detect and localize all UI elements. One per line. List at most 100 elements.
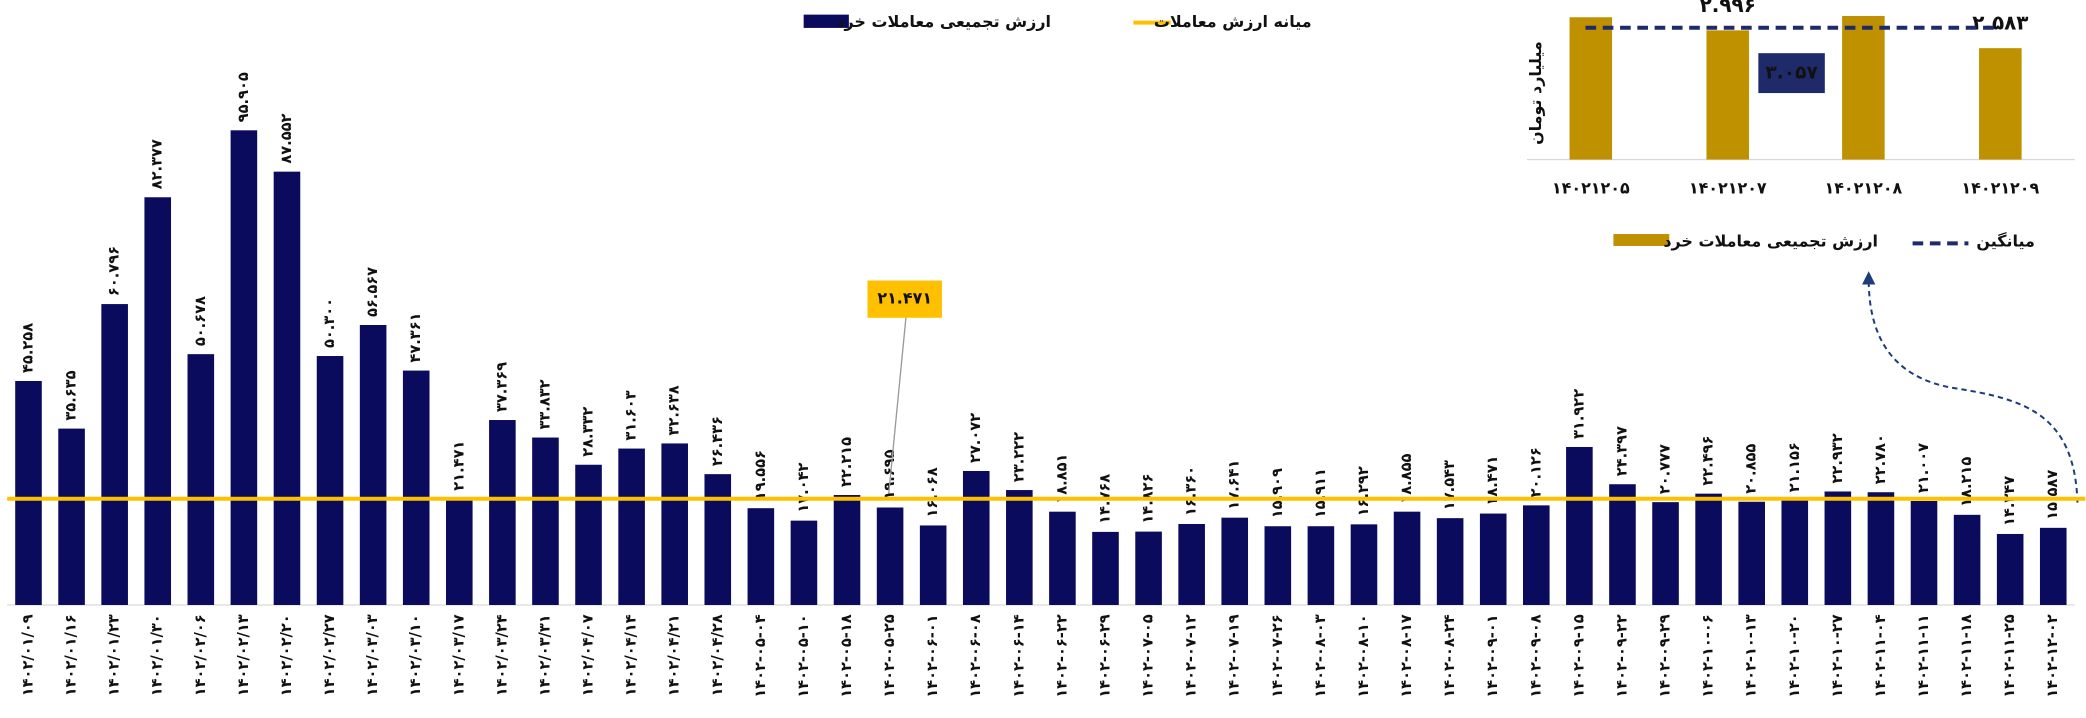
bar [489, 420, 516, 605]
value-label: ۲۰.۸۵۵ [1743, 444, 1760, 494]
value-label: ۳۲.۶۳۸ [666, 385, 683, 435]
value-label: ۱۶.۲۹۲ [1355, 466, 1372, 516]
bar [1135, 531, 1162, 605]
value-label: ۲۰.۱۲۶ [1527, 447, 1544, 497]
value-label: ۲۴.۳۹۷ [1613, 426, 1630, 476]
inset-bar [1569, 17, 1613, 160]
bar [1092, 531, 1119, 605]
bar [747, 508, 775, 605]
value-label: ۲۱.۱۵۶ [1786, 442, 1803, 492]
x-tick-label: ۱۴۰۲-۰۹-۰۱ [1484, 614, 1501, 697]
bar [1264, 526, 1292, 605]
bar [445, 498, 473, 605]
value-label: ۱۶.۳۶۰ [1183, 466, 1200, 516]
median-label: ۲۱.۴۷۱ [877, 289, 932, 308]
value-label: ۱۸.۴۷۱ [1484, 455, 1501, 505]
x-tick-label: ۱۴۰۲-۰۶-۲۹ [1096, 614, 1113, 698]
bar [1695, 493, 1722, 605]
value-label: ۳۷.۳۶۹ [493, 362, 510, 412]
bar [1436, 518, 1464, 605]
bar [1652, 502, 1679, 605]
x-tick-label: ۱۴۰۲/۰۱/۱۶ [63, 614, 80, 696]
x-tick-label: ۱۴۰۲-۰۵-۱۰ [795, 614, 812, 697]
bar [1479, 513, 1507, 605]
bar [1781, 500, 1809, 605]
value-label: ۲۱.۴۷۱ [450, 441, 467, 491]
callout-box [867, 280, 942, 318]
x-tick-label: ۱۴۰۲-۰۸-۱۰ [1355, 614, 1372, 697]
value-label: ۸۷.۵۵۲ [278, 113, 295, 163]
bar [790, 520, 818, 605]
bar [1609, 484, 1636, 605]
x-tick-label: ۱۴۰۲-۰۶-۰۸ [967, 614, 984, 698]
bar [1566, 446, 1593, 605]
value-label: ۲۲.۲۱۵ [838, 437, 855, 487]
value-label: ۱۵.۹۰۹ [1269, 468, 1286, 518]
bar [402, 370, 430, 605]
bar [876, 507, 904, 605]
bar [316, 356, 344, 605]
bar [101, 304, 128, 605]
value-label: ۱۵.۹۱۱ [1312, 468, 1329, 518]
inset-x-tick-label: ۱۴۰۲۱۲۰۷ [1689, 178, 1767, 197]
value-label: ۲۳.۲۲۲ [1010, 432, 1027, 482]
callout-leader [888, 316, 907, 494]
x-tick-label: ۱۴۰۲-۰۵-۲۵ [881, 614, 898, 698]
value-label: ۶۰.۷۹۶ [106, 246, 123, 296]
bar [1738, 501, 1765, 605]
x-tick-label: ۱۴۰۲/۰۲/۰۶ [192, 614, 209, 696]
value-label: ۱۹.۶۹۵ [881, 449, 898, 499]
mean-label-box [1758, 53, 1825, 94]
x-tick-label: ۱۴۰۲-۰۷-۲۶ [1269, 614, 1286, 697]
bar [15, 380, 42, 605]
bar [962, 470, 990, 605]
bar [575, 464, 602, 605]
bar [919, 525, 947, 605]
x-tick-label: ۱۴۰۲/۰۳/۳۱ [536, 614, 553, 696]
bar [1006, 490, 1033, 605]
x-tick-label: ۱۴۰۲-۰۵-۰۴ [752, 614, 769, 698]
x-tick-label: ۱۴۰۲-۱۰-۲۷ [1829, 614, 1846, 698]
x-tick-label: ۱۴۰۲-۱۲-۰۲ [2044, 614, 2061, 698]
x-tick-label: ۱۴۰۲/۰۴/۱۴ [623, 614, 640, 696]
x-tick-label: ۱۴۰۲-۰۵-۱۸ [838, 614, 855, 698]
inset-value-label: ۲.۹۹۶ [1700, 0, 1756, 17]
x-tick-label: ۱۴۰۲/۰۲/۱۳ [235, 614, 252, 696]
x-tick-label: ۱۴۰۲/۰۴/۲۱ [666, 614, 683, 696]
mean-label: ۳.۰۵۷ [1765, 63, 1818, 84]
x-tick-label: ۱۴۰۲-۰۷-۰۵ [1140, 614, 1157, 698]
value-label: ۱۷.۶۴۱ [1226, 460, 1243, 510]
x-tick-label: ۱۴۰۲-۱۱-۰۴ [1872, 614, 1889, 698]
x-tick-label: ۱۴۰۲-۰۹-۰۸ [1527, 614, 1544, 698]
inset-bar [1842, 15, 1885, 160]
x-tick-label: ۱۴۰۲-۰۷-۱۲ [1183, 614, 1200, 698]
x-tick-label: ۱۴۰۲-۰۷-۱۹ [1226, 614, 1243, 698]
bar [532, 437, 559, 605]
bar [704, 474, 732, 605]
value-label: ۲۷.۰۷۲ [967, 413, 984, 463]
bar [144, 197, 172, 605]
x-tick-label: ۱۴۰۲-۰۶-۲۲ [1053, 614, 1070, 698]
value-label: ۳۵.۶۳۵ [63, 370, 80, 420]
bar [359, 325, 387, 605]
x-tick-label: ۱۴۰۲-۱۱-۱۸ [1958, 614, 1975, 698]
value-label: ۱۸.۸۵۱ [1053, 454, 1070, 504]
bar [1522, 505, 1550, 605]
x-tick-label: ۱۴۰۲-۱۱-۱۱ [1915, 614, 1932, 697]
value-label: ۲۶.۴۳۶ [709, 416, 726, 466]
inset-x-tick-label: ۱۴۰۲۱۲۰۸ [1824, 178, 1902, 197]
x-tick-label: ۱۴۰۲/۰۱/۰۹ [19, 614, 36, 696]
bar [58, 428, 85, 605]
value-label: ۳۳.۸۳۲ [536, 379, 553, 429]
x-tick-label: ۱۴۰۲-۱۰-۰۶ [1700, 614, 1717, 697]
x-tick-label: ۱۴۰۲-۰۹-۲۲ [1613, 614, 1630, 698]
x-tick-label: ۱۴۰۲-۰۸-۰۳ [1312, 614, 1329, 698]
connector-arrow [1867, 279, 2079, 503]
x-tick-label: ۱۴۰۲-۰۶-۰۱ [924, 614, 941, 697]
bar [661, 443, 688, 605]
value-label: ۱۸.۲۱۵ [1958, 457, 1975, 507]
value-label: ۲۲.۹۳۲ [1829, 433, 1846, 483]
value-label: ۱۸.۸۵۵ [1398, 453, 1415, 503]
inset-bar [1706, 30, 1750, 160]
